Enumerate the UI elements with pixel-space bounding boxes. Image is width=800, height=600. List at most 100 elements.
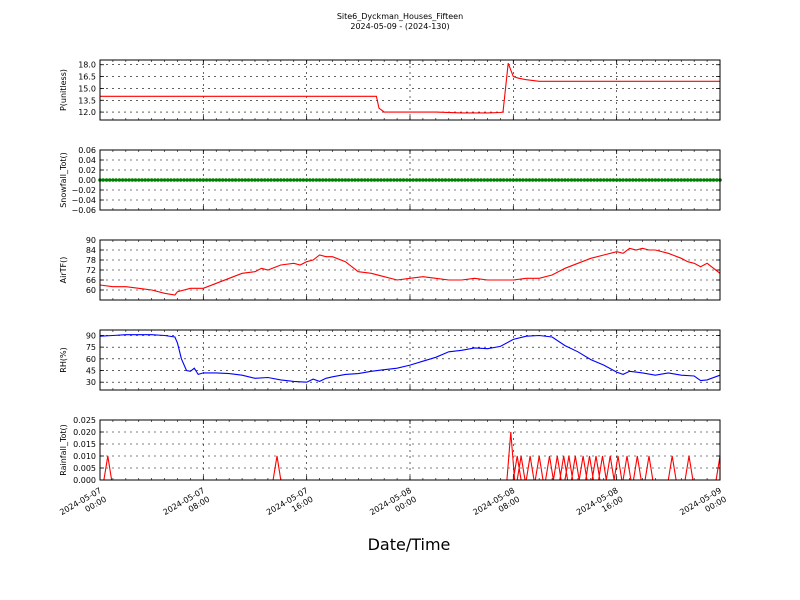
data-point (505, 178, 509, 182)
data-point (643, 178, 648, 182)
data-point (337, 178, 341, 182)
axes-frame (99, 329, 721, 391)
data-point (482, 178, 487, 182)
data-point (408, 178, 412, 182)
data-point (624, 178, 629, 182)
data-point (227, 178, 231, 182)
data-point (114, 178, 118, 182)
data-point (537, 178, 541, 182)
data-point (472, 178, 477, 182)
data-point (375, 178, 380, 182)
data-point (143, 178, 147, 182)
data-point (101, 178, 105, 182)
data-point (653, 178, 658, 182)
subplot-1: 12.0 13.5 15.0 16.5 18.0 P(unitless) (59, 59, 721, 121)
data-point (379, 178, 383, 182)
data-point (346, 178, 351, 182)
y-tick-label: −0.04 (71, 196, 96, 205)
data-point (237, 178, 241, 182)
data-point (292, 178, 296, 182)
data-point (521, 178, 525, 182)
data-point (133, 178, 138, 182)
data-point (602, 178, 606, 182)
data-point (663, 178, 667, 182)
data-point (640, 178, 645, 182)
data-point (311, 178, 315, 182)
data-point (175, 178, 180, 182)
y-tick-label: 13.5 (78, 96, 96, 105)
x-tick-label: 2024-05-0700:00 (58, 486, 108, 526)
subplot-2: 0.060.040.020.00−0.02−0.04−0.06Snowfall_… (59, 146, 722, 215)
data-point (285, 178, 290, 182)
x-tick-label: 2024-05-0716:00 (265, 486, 315, 526)
data-point (333, 178, 338, 182)
y-tick-label: 90 (86, 236, 96, 245)
y-axis-label: Rainfall_Tot() (59, 424, 68, 476)
data-point (443, 178, 448, 182)
data-point (343, 178, 348, 182)
data-point (518, 178, 522, 182)
data-point (495, 178, 500, 182)
data-point (266, 178, 270, 182)
data-point (327, 178, 332, 182)
y-tick-label: 66 (86, 276, 96, 285)
data-point (372, 178, 377, 182)
data-point (149, 178, 154, 182)
data-point (437, 178, 441, 182)
data-point (298, 178, 303, 182)
data-point (117, 178, 122, 182)
data-point (692, 178, 696, 182)
data-point (669, 178, 674, 182)
y-tick-label: 0.04 (78, 156, 96, 165)
data-point (240, 178, 244, 182)
y-tick-label: 0.000 (73, 476, 96, 485)
data-point (563, 178, 567, 182)
subplot-4: 30 45 60 75 90 RH(%) (59, 329, 721, 391)
y-tick-label: 0.025 (73, 416, 96, 425)
y-axis-label: AirTF() (59, 257, 68, 284)
data-point (611, 178, 616, 182)
data-point (434, 178, 438, 182)
y-tick-label: 60 (86, 355, 96, 364)
data-point (514, 178, 519, 182)
data-point (534, 178, 538, 182)
data-point (233, 178, 238, 182)
y-tick-label: 0.02 (78, 166, 96, 175)
y-axis-label: RH(%) (59, 347, 68, 372)
data-point (618, 178, 622, 182)
data-point (169, 178, 173, 182)
data-point (201, 178, 206, 182)
data-point (589, 178, 593, 182)
data-point (295, 178, 299, 182)
y-tick-label: 78 (86, 256, 96, 265)
x-tick-labels: 2024-05-0700:00 2024-05-0708:00 2024-05-07… (58, 486, 728, 526)
data-point (314, 178, 319, 182)
data-point (262, 178, 267, 182)
data-point (392, 178, 396, 182)
data-point (576, 178, 580, 182)
axes-frame (99, 59, 721, 121)
x-axis-label: Date/Time (368, 535, 451, 554)
data-point (275, 178, 280, 182)
data-point (243, 178, 248, 182)
data-point (366, 178, 370, 182)
y-tick-label: 0.06 (78, 146, 96, 155)
data-point (556, 178, 561, 182)
data-point (459, 178, 464, 182)
data-point (715, 178, 719, 182)
data-point (488, 178, 493, 182)
data-point (650, 178, 654, 182)
y-axis-label: P(unitless) (59, 69, 68, 111)
data-point (427, 178, 432, 182)
data-point (605, 178, 609, 182)
data-point (598, 178, 603, 182)
data-point (279, 178, 283, 182)
data-point (211, 178, 215, 182)
data-point (191, 178, 196, 182)
y-tick-label: 15.0 (78, 84, 96, 93)
data-point (204, 178, 209, 182)
data-point (676, 178, 680, 182)
series-line (99, 334, 721, 383)
x-tick-label: 2024-05-0808:00 (472, 486, 522, 526)
